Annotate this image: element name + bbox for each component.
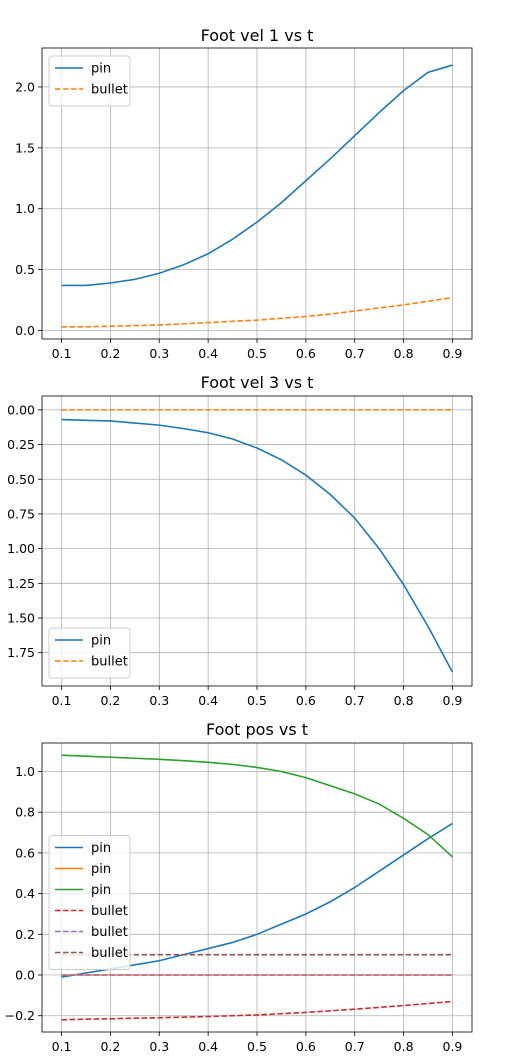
x-tick-label: 0.7 [345, 693, 365, 708]
y-tick-label: −0.2 [5, 1008, 35, 1023]
y-tick-label: 1.0 [15, 201, 35, 216]
x-tick-label: 0.5 [247, 693, 267, 708]
legend-label: pin [91, 883, 111, 898]
x-tick-label: 0.9 [443, 693, 463, 708]
x-tick-label: 0.6 [296, 693, 316, 708]
x-tick-label: 0.9 [443, 346, 463, 361]
legend: pin bullet [48, 627, 131, 679]
y-tick-label: 0.2 [15, 927, 35, 942]
legend-label: bullet [91, 655, 128, 670]
x-tick-label: 0.7 [345, 1039, 365, 1054]
x-tick-label: 0.4 [198, 346, 218, 361]
series-line-bullet-2 [61, 296, 453, 328]
y-tick-label: 1.75 [7, 645, 35, 660]
chart-title: Foot vel 1 vs t [201, 26, 314, 45]
chart-panel-3: Foot pos vs t 0.1 0.2 0.3 0.4 0.5 0.6 0.7 0.8 0.9… [5, 720, 473, 1054]
legend-label: bullet [91, 83, 128, 98]
plot-frame [41, 395, 473, 687]
x-tick-label: 0.2 [100, 346, 120, 361]
chart-panel-1: Foot vel 1 vs t 0.1 0.2 0.3 0.4 0.5 0.6 0.7 0.8 0… [15, 26, 473, 361]
y-tick-label: 0.0 [15, 968, 35, 983]
legend-box [48, 55, 131, 107]
chart-title: Foot vel 3 vs t [201, 373, 314, 392]
legend-label: pin [91, 62, 111, 77]
x-tick-label: 0.4 [198, 693, 218, 708]
x-tick-label: 0.6 [296, 1039, 316, 1054]
y-tick-label: 0.0 [15, 323, 35, 338]
y-tick-label: 0.6 [15, 845, 35, 860]
x-tick-label: 0.3 [149, 693, 169, 708]
legend-label: bullet [91, 904, 128, 919]
y-tick-label: 2.0 [15, 79, 35, 94]
legend-label: pin [91, 862, 111, 877]
series-line-pin-3 [61, 754, 453, 858]
x-tick-label: 0.7 [345, 346, 365, 361]
x-tick-label: 0.9 [443, 1039, 463, 1054]
plot-frame [41, 47, 473, 340]
x-tick-label: 0.5 [247, 346, 267, 361]
y-tick-label: 1.25 [7, 576, 35, 591]
legend: pin pin pin bullet bullet bullet [48, 835, 131, 970]
x-tick-label: 0.8 [394, 346, 414, 361]
x-tick-label: 0.2 [100, 1039, 120, 1054]
legend: pin bullet [48, 55, 131, 107]
legend-label: pin [91, 841, 111, 856]
y-tick-label: 0.25 [7, 437, 35, 452]
x-tick-label: 0.1 [52, 1039, 72, 1054]
x-tick-label: 0.4 [198, 1039, 218, 1054]
y-tick-label: 1.50 [7, 611, 35, 626]
x-tick-label: 0.3 [149, 346, 169, 361]
x-tick-label: 0.8 [394, 1039, 414, 1054]
y-tick-label: 1.0 [15, 764, 35, 779]
y-tick-label: 0.8 [15, 805, 35, 820]
y-tick-label: 1.00 [7, 541, 35, 556]
x-tick-label: 0.6 [296, 346, 316, 361]
y-tick-label: 0.4 [15, 886, 35, 901]
x-tick-label: 0.8 [394, 693, 414, 708]
series-line-pin-1 [61, 418, 454, 673]
chart-panel-2: Foot vel 3 vs t 0.1 0.2 0.3 0.4 0.5 0.6 0.7 0.8 0… [7, 373, 473, 708]
y-tick-label: 1.5 [15, 140, 35, 155]
y-tick-label: 0.75 [7, 506, 35, 521]
x-tick-label: 0.1 [52, 346, 72, 361]
x-tick-label: 0.1 [52, 693, 72, 708]
y-tick-label: 0.50 [7, 472, 35, 487]
x-tick-label: 0.2 [100, 693, 120, 708]
legend-label: bullet [91, 946, 128, 961]
legend-label: pin [91, 634, 111, 649]
chart-title: Foot pos vs t [206, 720, 308, 739]
series-line-pin-1 [61, 64, 453, 287]
x-tick-label: 0.3 [149, 1039, 169, 1054]
legend-box [48, 627, 131, 679]
x-tick-label: 0.5 [247, 1039, 267, 1054]
plot-frame [41, 742, 473, 1033]
y-tick-label: 0.00 [7, 402, 35, 417]
legend-label: bullet [91, 925, 128, 940]
y-tick-label: 0.5 [15, 262, 35, 277]
series-line-bullet-4 [61, 1000, 453, 1021]
